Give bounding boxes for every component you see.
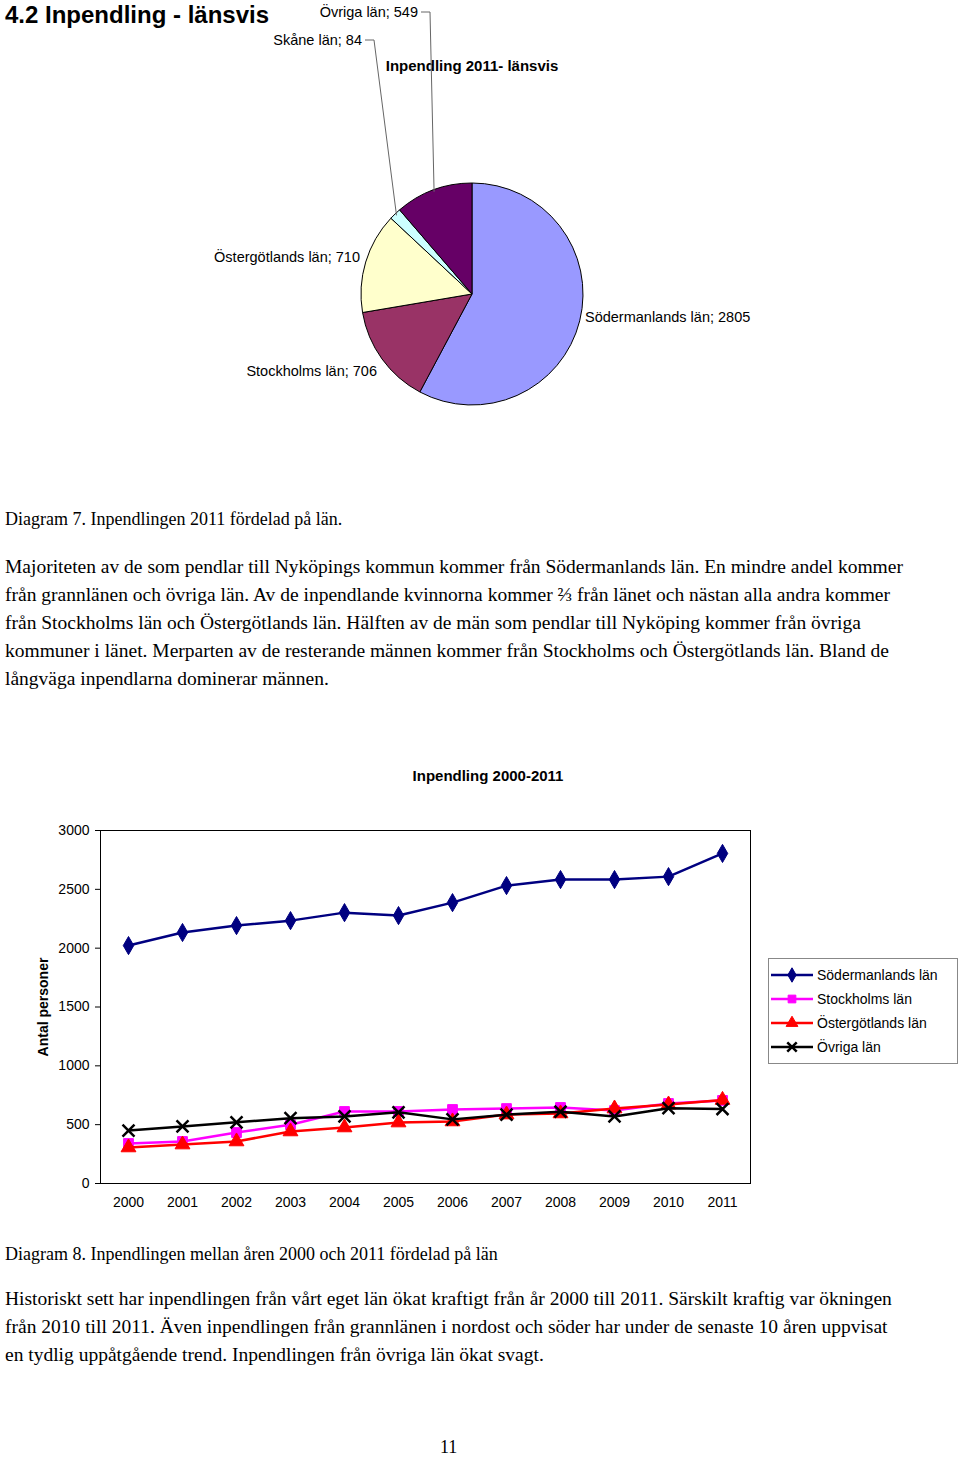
svg-text:2004: 2004 <box>329 1194 360 1210</box>
svg-text:Östergötlands län; 710: Östergötlands län; 710 <box>214 248 360 265</box>
html-text:Diagram 8. Inpendlingen mellan: Diagram 8. Inpendlingen mellan åren 2000… <box>5 1244 498 1264</box>
svg-text:2001: 2001 <box>167 1194 198 1210</box>
html-text:Majoriteten av de som pendlar: Majoriteten av de som pendlar till Nyköp… <box>5 556 903 689</box>
html-text:Historiskt sett har inpendling: Historiskt sett har inpendlingen från vå… <box>5 1288 892 1365</box>
svg-text:1000: 1000 <box>58 1057 89 1073</box>
html-text:11: 11 <box>440 1437 458 1457</box>
svg-text:2010: 2010 <box>653 1194 684 1210</box>
html-text:Diagram 7. Inpendlingen 2011 f: Diagram 7. Inpendlingen 2011 fördelad på… <box>5 509 343 529</box>
svg-text:2003: 2003 <box>275 1194 306 1210</box>
svg-text:Skåne län; 84: Skåne län; 84 <box>273 32 362 48</box>
svg-text:2000: 2000 <box>58 940 89 956</box>
svg-text:2006: 2006 <box>437 1194 468 1210</box>
svg-text:2005: 2005 <box>383 1194 414 1210</box>
svg-text:2009: 2009 <box>599 1194 630 1210</box>
svg-text:2002: 2002 <box>221 1194 252 1210</box>
svg-text:500: 500 <box>66 1116 90 1132</box>
svg-text:0: 0 <box>82 1175 90 1191</box>
html-text:Inpendling 2000-2011: Inpendling 2000-2011 <box>412 767 564 784</box>
svg-text:Södermanlands län; 2805: Södermanlands län; 2805 <box>585 309 750 325</box>
svg-text:2008: 2008 <box>545 1194 576 1210</box>
svg-text:Övriga län; 549: Övriga län; 549 <box>320 3 418 20</box>
html-text:Östergötlands län: Östergötlands län <box>817 1015 927 1031</box>
svg-text:Stockholms län; 706: Stockholms län; 706 <box>246 363 377 379</box>
svg-text:2500: 2500 <box>58 881 89 897</box>
html-text:Södermanlands län: Södermanlands län <box>817 967 938 983</box>
svg-text:1500: 1500 <box>58 998 89 1014</box>
html-text:Övriga län: Övriga län <box>817 1039 881 1055</box>
svg-text:3000: 3000 <box>58 822 89 838</box>
svg-text:Antal personer: Antal personer <box>35 957 51 1056</box>
html-text:4.2 Inpendling - länsvis: 4.2 Inpendling - länsvis <box>5 1 270 28</box>
svg-text:2011: 2011 <box>707 1194 737 1210</box>
svg-text:2000: 2000 <box>113 1194 144 1210</box>
svg-text:Inpendling 2011- länsvis: Inpendling 2011- länsvis <box>386 57 559 74</box>
html-text:Stockholms län: Stockholms län <box>817 991 912 1007</box>
svg-text:2007: 2007 <box>491 1194 522 1210</box>
